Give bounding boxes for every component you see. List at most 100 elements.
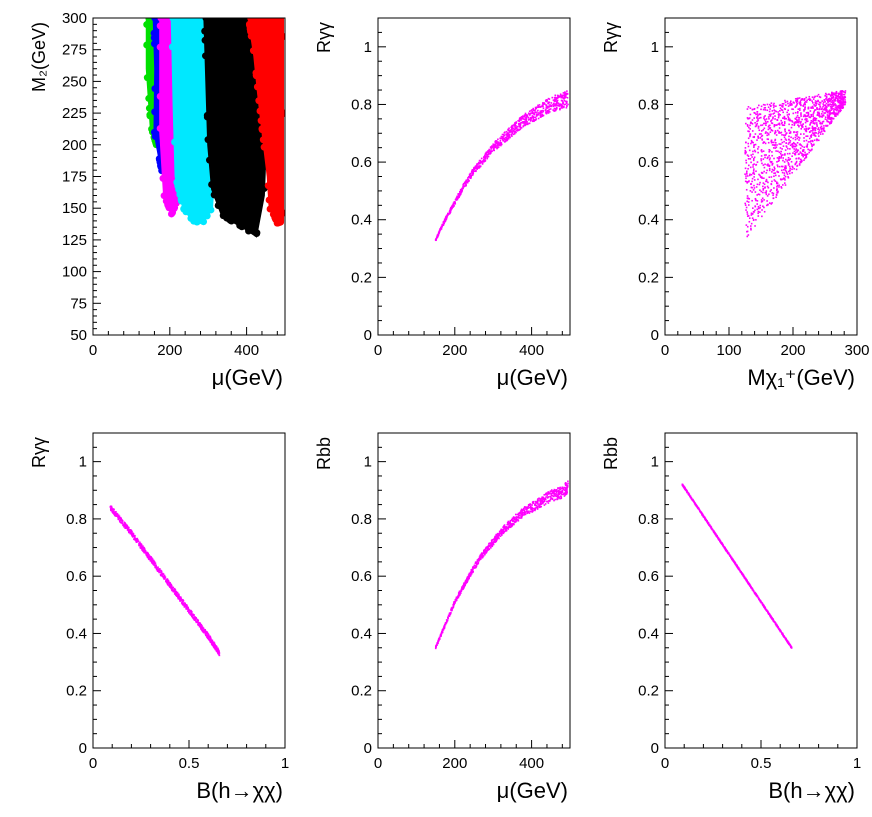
scatter-point — [816, 113, 819, 116]
scatter-point — [276, 18, 284, 22]
scatter-point — [745, 177, 747, 180]
scatter-point — [566, 90, 568, 92]
scatter-point — [824, 100, 826, 103]
scatter-point — [819, 106, 822, 108]
scatter-point — [260, 143, 268, 151]
scatter-point — [552, 109, 554, 111]
scatter-point — [524, 506, 526, 508]
scatter-point — [253, 230, 261, 238]
scatter-point — [791, 146, 794, 149]
scatter-point — [190, 611, 193, 614]
scatter-point — [758, 193, 761, 196]
scatter-point — [754, 197, 757, 200]
scatter-point — [182, 208, 190, 216]
scatter-point — [458, 190, 461, 193]
y-tick-label: 0 — [651, 327, 659, 344]
scatter-point — [148, 554, 150, 556]
scatter-point — [801, 145, 804, 148]
scatter-point — [480, 558, 482, 560]
scatter-point — [826, 114, 829, 116]
scatter-point — [819, 133, 822, 135]
scatter-point — [143, 21, 151, 29]
scatter-point — [469, 174, 471, 177]
scatter-point — [477, 165, 479, 167]
scatter-point — [796, 119, 798, 121]
scatter-point — [751, 191, 753, 193]
scatter-point — [787, 116, 789, 118]
scatter-point — [113, 513, 116, 516]
scatter-point — [751, 177, 754, 180]
scatter-point — [776, 164, 779, 166]
scatter-point — [796, 99, 798, 102]
scatter-point — [531, 511, 534, 513]
scatter-point — [519, 126, 522, 129]
scatter-point — [745, 151, 747, 154]
scatter-region-4 — [203, 18, 267, 238]
scatter-point — [500, 531, 503, 534]
scatter-point — [534, 500, 537, 503]
scatter-point — [516, 516, 519, 518]
scatter-point — [542, 497, 544, 499]
scatter-point — [835, 96, 838, 99]
scatter-point — [502, 135, 504, 138]
scatter-point — [782, 154, 784, 156]
scatter-point — [436, 234, 439, 236]
scatter-point — [748, 149, 751, 152]
scatter-point — [152, 561, 154, 563]
scatter-point — [437, 642, 439, 645]
scatter-point — [467, 575, 469, 578]
scatter-point — [516, 128, 519, 131]
scatter-point — [803, 128, 806, 130]
scatter-point — [756, 106, 759, 109]
scatter-point — [831, 91, 833, 94]
scatter-point — [539, 110, 542, 113]
scatter-point — [518, 129, 520, 131]
scatter-point — [506, 526, 508, 528]
scatter-point — [464, 180, 467, 183]
scatter-point — [787, 102, 789, 105]
scatter-point — [434, 645, 437, 648]
scatter-point — [769, 131, 772, 133]
scatter-point — [811, 145, 813, 148]
scatter-point — [785, 104, 787, 106]
scatter-point — [556, 494, 559, 497]
scatter-point — [826, 111, 829, 114]
scatter-point — [442, 221, 445, 223]
scatter-point — [551, 498, 554, 501]
scatter-point — [785, 170, 788, 173]
scatter-point — [484, 547, 487, 550]
scatter-point — [499, 532, 501, 534]
scatter-point — [841, 97, 844, 100]
scatter-point — [777, 160, 780, 163]
scatter-point — [190, 610, 193, 612]
scatter-point — [174, 592, 177, 594]
scatter-point — [434, 647, 437, 650]
scatter-point — [823, 108, 826, 111]
scatter-point — [830, 107, 833, 109]
scatter-point — [566, 490, 568, 492]
scatter-point — [542, 498, 544, 501]
scatter-point — [744, 152, 747, 155]
scatter-point — [145, 553, 147, 556]
scatter-point — [497, 138, 499, 141]
scatter-point — [494, 541, 497, 543]
scatter-point — [759, 189, 761, 191]
scatter-point — [782, 184, 784, 186]
scatter-point — [811, 127, 814, 129]
scatter-point — [761, 124, 764, 126]
scatter-point — [526, 508, 528, 510]
scatter-point — [772, 117, 774, 120]
scatter-point — [748, 130, 750, 133]
scatter-point — [809, 123, 811, 126]
scatter-point — [760, 199, 763, 201]
scatter-point — [807, 148, 809, 151]
scatter-point — [534, 116, 537, 119]
scatter-point — [484, 158, 486, 160]
scatter-point — [816, 139, 818, 142]
scatter-point — [817, 139, 820, 142]
scatter-point — [751, 156, 753, 158]
scatter-point — [182, 600, 185, 602]
scatter-point — [758, 133, 761, 135]
scatter-point — [495, 140, 498, 143]
scatter-point — [564, 494, 567, 496]
